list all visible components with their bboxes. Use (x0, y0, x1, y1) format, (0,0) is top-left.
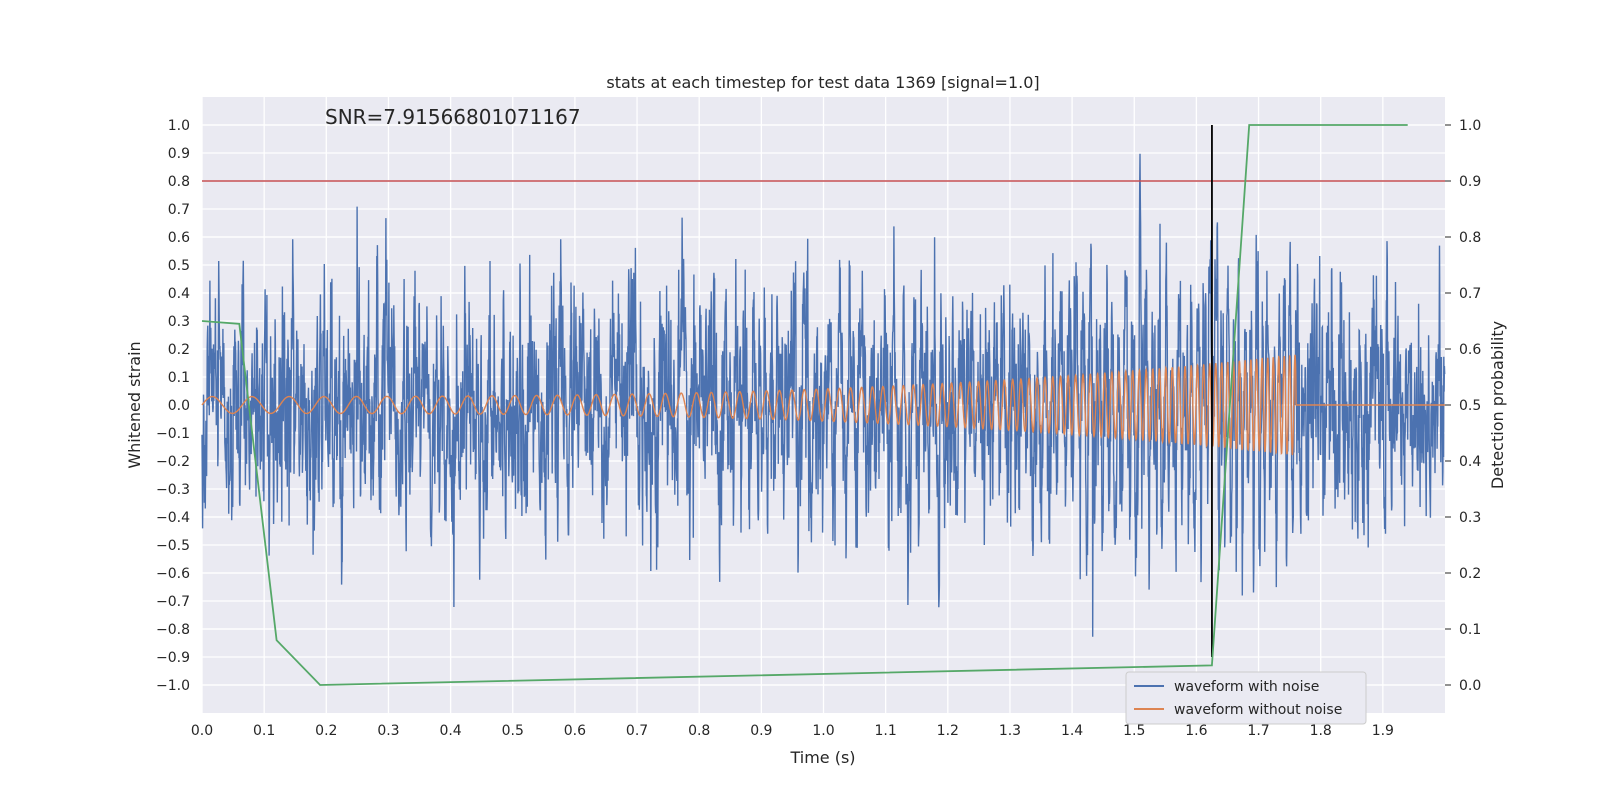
x-tick-label: 1.8 (1310, 723, 1332, 739)
y2-tick-labels: 1.0 0.9 0.8 0.7 0.6 0.5 0.4 0.3 0.2 0.1 0.0 (1445, 118, 1481, 694)
x-tick-label: 1.0 (812, 723, 834, 739)
x-tick-labels: 0.0 0.1 0.2 0.3 0.4 0.5 0.6 0.7 0.8 0.9 1.0 1.1 1.2 1… (191, 723, 1394, 739)
y2-tick-label: 0.9 (1459, 174, 1481, 190)
x-tick-label: 0.5 (502, 723, 524, 739)
y-tick-label: −0.7 (156, 594, 190, 610)
x-tick-label: 1.9 (1372, 723, 1394, 739)
y2-tick-label: 0.4 (1459, 454, 1481, 470)
x-tick-label: 0.1 (253, 723, 275, 739)
x-tick-label: 1.2 (937, 723, 959, 739)
y2-axis-label: Detection probability (1488, 321, 1507, 489)
chart-title: stats at each timestep for test data 136… (606, 73, 1039, 92)
y-tick-label: −0.1 (156, 426, 190, 442)
series-layer (201, 124, 1446, 686)
x-tick-label: 0.9 (750, 723, 772, 739)
y-tick-labels: 1.0 0.9 0.8 0.7 0.6 0.5 0.4 0.3 0.2 0.1 0.0 −0.1 −0.… (156, 118, 190, 694)
x-tick-label: 0.7 (626, 723, 648, 739)
x-tick-label: 0.4 (439, 723, 461, 739)
x-tick-label: 1.4 (1061, 723, 1083, 739)
y-tick-label: 0.6 (168, 230, 190, 246)
x-tick-label: 1.1 (875, 723, 897, 739)
y-tick-label: −0.5 (156, 538, 190, 554)
legend-label-clean: waveform without noise (1174, 702, 1342, 718)
y-tick-label: −1.0 (156, 678, 190, 694)
y2-tick-label: 0.1 (1459, 622, 1481, 638)
y-tick-label: −0.4 (156, 510, 190, 526)
y-tick-label: 0.7 (168, 202, 190, 218)
y-tick-label: 0.4 (168, 286, 190, 302)
snr-annotation: SNR=7.91566801071167 (325, 105, 581, 129)
legend-box (1125, 671, 1367, 725)
y-tick-label: 0.8 (168, 174, 190, 190)
x-axis-label: Time (s) (789, 748, 855, 767)
y-tick-label: 0.2 (168, 342, 190, 358)
x-tick-label: 1.6 (1185, 723, 1207, 739)
y-tick-label: 0.1 (168, 370, 190, 386)
y-tick-label: 0.9 (168, 146, 190, 162)
x-tick-label: 0.8 (688, 723, 710, 739)
y2-tick-label: 0.7 (1459, 286, 1481, 302)
series-line-clean (201, 354, 1445, 456)
y2-tick-label: 0.2 (1459, 566, 1481, 582)
x-tick-label: 1.7 (1247, 723, 1269, 739)
y2-tick-label: 1.0 (1459, 118, 1481, 134)
x-tick-label: 0.6 (564, 723, 586, 739)
y-tick-label: −0.8 (156, 622, 190, 638)
y-tick-label: −0.6 (156, 566, 190, 582)
legend: waveform with noise waveform without noi… (1125, 671, 1367, 725)
y-tick-label: 0.3 (168, 314, 190, 330)
y-tick-label: 1.0 (168, 118, 190, 134)
legend-label-noise: waveform with noise (1174, 679, 1319, 695)
y2-tick-label: 0.8 (1459, 230, 1481, 246)
y-tick-label: −0.9 (156, 650, 190, 666)
y2-tick-label: 0.0 (1459, 678, 1481, 694)
y2-tick-label: 0.6 (1459, 342, 1481, 358)
x-tick-label: 0.3 (377, 723, 399, 739)
x-tick-label: 1.3 (999, 723, 1021, 739)
y-tick-label: −0.3 (156, 482, 190, 498)
y2-tick-label: 0.5 (1459, 398, 1481, 414)
x-tick-label: 0.0 (191, 723, 213, 739)
y-tick-label: 0.0 (168, 398, 190, 414)
y2-tick-label: 0.3 (1459, 510, 1481, 526)
y-tick-label: 0.5 (168, 258, 190, 274)
series-line-probability (201, 124, 1408, 686)
x-tick-label: 1.5 (1123, 723, 1145, 739)
y-tick-label: −0.2 (156, 454, 190, 470)
x-tick-label: 0.2 (315, 723, 337, 739)
y-axis-label: Whitened strain (125, 341, 144, 468)
